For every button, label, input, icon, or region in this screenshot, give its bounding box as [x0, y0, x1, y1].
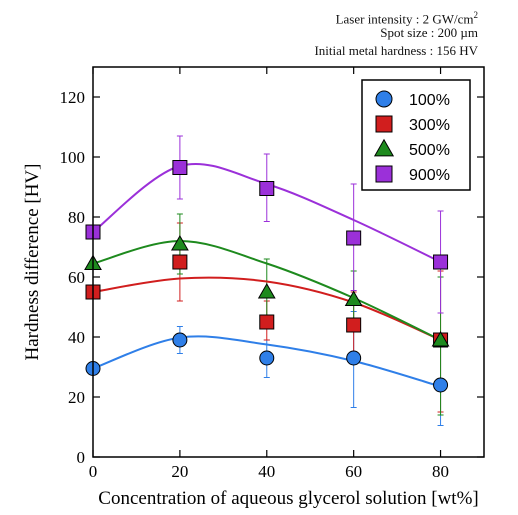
- y-axis-label: Hardness difference [HV]: [22, 164, 43, 361]
- legend-marker: [375, 165, 393, 183]
- y-tick-label: 60: [68, 268, 85, 287]
- x-axis-ticks: 0 20 40 60 80: [89, 67, 449, 481]
- y-axis-ticks: 0 20 40 60 80 100 120: [60, 88, 484, 467]
- data-point: [346, 230, 362, 246]
- legend-marker: [373, 138, 395, 157]
- plot-frame: [92, 66, 485, 458]
- data-point: [259, 314, 275, 330]
- legend-label: 300%: [409, 117, 450, 134]
- y-tick-label: 40: [68, 328, 85, 347]
- data-point: [259, 350, 275, 366]
- x-tick-label: 20: [171, 462, 188, 481]
- data-point: [433, 254, 449, 270]
- data-point: [346, 350, 362, 366]
- data-point: [172, 254, 188, 270]
- fit-curve-1: [92, 276, 441, 341]
- x-axis-label: Concentration of aqueous glycerol soluti…: [98, 488, 478, 509]
- data-point: [431, 330, 450, 347]
- y-tick-label: 120: [60, 88, 86, 107]
- spot-size-note: Spot size : 200 µm: [380, 25, 478, 40]
- data-point: [433, 377, 449, 393]
- x-tick-label: 80: [432, 462, 449, 481]
- legend-label: 500%: [409, 142, 450, 159]
- data-point: [259, 181, 275, 196]
- initial-hardness-note: Initial metal hardness : 156 HV: [314, 43, 478, 58]
- legend: 100% 300% 500% 900%: [361, 79, 471, 191]
- data-point: [170, 234, 189, 251]
- data-point: [346, 317, 362, 333]
- legend-label: 900%: [409, 167, 450, 184]
- y-tick-label: 100: [60, 148, 86, 167]
- data-point: [257, 282, 276, 299]
- x-tick-label: 40: [258, 462, 275, 481]
- x-tick-label: 60: [345, 462, 362, 481]
- fit-curve-0: [92, 335, 441, 388]
- y-tick-label: 80: [68, 208, 85, 227]
- fit-curve-2: [92, 239, 441, 341]
- legend-marker: [375, 90, 393, 108]
- data-point: [172, 160, 188, 175]
- legend-label: 100%: [409, 92, 450, 109]
- data-point: [172, 332, 188, 348]
- y-tick-label: 20: [68, 388, 85, 407]
- legend-marker: [375, 115, 393, 133]
- data-point: [344, 290, 363, 307]
- y-tick-label: 0: [77, 448, 86, 467]
- laser-intensity-note: Laser intensity : 2 GW/cm2: [335, 10, 478, 27]
- x-tick-label: 0: [89, 462, 98, 481]
